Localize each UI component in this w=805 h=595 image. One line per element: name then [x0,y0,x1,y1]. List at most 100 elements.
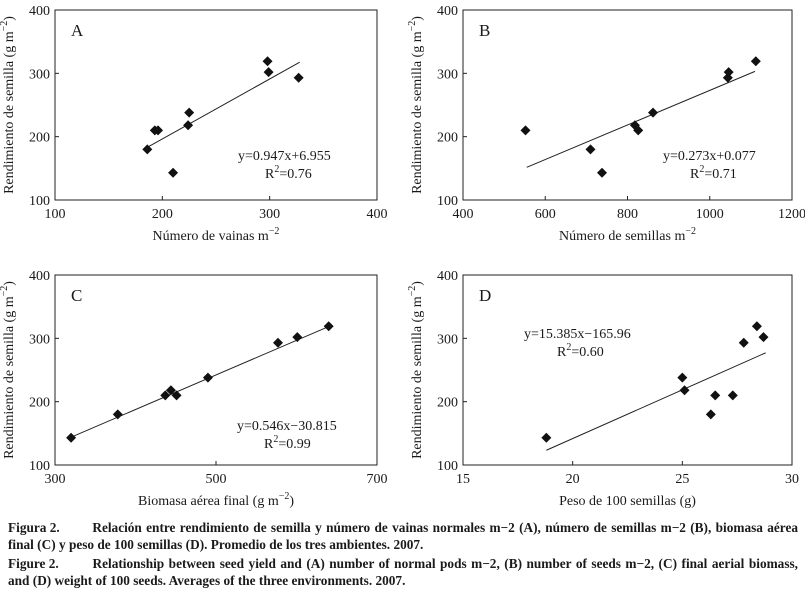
x-tick-label: 800 [617,207,638,222]
x-tick-label: 500 [206,472,227,487]
data-point [263,67,274,78]
trendline-d [546,352,766,451]
x-tick-label: 600 [535,207,556,222]
data-point [705,409,716,420]
x-tick-label: 100 [45,207,66,222]
x-tick-label: 1000 [696,207,724,222]
regression-equation: y=0.947x+6.955 [238,149,331,164]
data-point [585,144,596,155]
y-tick-label: 100 [437,194,458,209]
plot-frame-d [462,274,793,466]
data-point [597,167,608,178]
data-point [292,332,303,343]
regression-equation: y=15.385x−165.96 [524,327,631,342]
y-tick-label: 100 [29,194,50,209]
data-point [66,432,77,443]
trendline-a [147,61,300,148]
data-point [171,390,182,401]
y-tick-label: 200 [29,131,50,146]
data-point [272,337,283,348]
trendline-c [70,326,329,438]
y-tick-label: 400 [29,269,50,284]
panel-letter-c: C [71,286,82,305]
y-tick-label: 300 [437,332,458,347]
data-point [153,125,164,136]
data-point [727,390,738,401]
data-point [183,120,194,131]
x-tick-label: 400 [367,207,388,222]
data-point [647,107,658,118]
y-axis-label: Rendimiento de semilla (g m−2) [0,16,17,194]
data-point [723,67,734,78]
caption-english-text: Relationship between seed yield and (A) … [8,556,798,588]
caption-spanish: Figura 2. Relación entre rendimiento de … [8,519,798,553]
x-axis-label: Peso de 100 semillas (g) [559,494,696,509]
r-squared-label: R2=0.60 [557,342,604,360]
data-point [520,125,531,136]
data-point [165,385,176,396]
r-squared-label: R2=0.76 [265,164,312,182]
y-tick-label: 400 [437,269,458,284]
data-point [184,107,195,118]
panel-letter-d: D [479,286,491,305]
y-tick-label: 300 [29,67,50,82]
regression-equation: y=0.546x−30.815 [237,419,337,434]
data-point [633,125,644,136]
plot-frame-a [54,9,378,201]
data-point [751,321,762,332]
y-axis-label: Rendimiento de semilla (g m−2) [407,281,425,459]
caption-spanish-text: Relación entre rendimiento de semilla y … [8,520,799,552]
y-tick-label: 200 [437,131,458,146]
data-point [112,409,123,420]
y-tick-label: 200 [437,396,458,411]
y-tick-label: 300 [29,332,50,347]
data-point [262,56,273,67]
regression-equation: y=0.273x+0.077 [663,149,756,164]
x-tick-label: 15 [456,472,470,487]
y-axis-label: Rendimiento de semilla (g m−2) [0,281,17,459]
y-axis-label: Rendimiento de semilla (g m−2) [407,16,425,194]
x-tick-label: 300 [259,207,280,222]
x-axis-label: Biomasa aérea final (g m−2) [138,491,294,509]
x-tick-label: 20 [566,472,580,487]
data-point [323,321,334,332]
x-tick-label: 25 [675,472,689,487]
y-tick-label: 100 [437,459,458,474]
data-point [679,385,690,396]
trendline-b [526,70,756,168]
x-axis-label: Número de semillas m−2 [559,226,696,244]
panel-letter-a: A [71,21,84,40]
y-tick-label: 100 [29,459,50,474]
data-point [677,372,688,383]
caption-english-label: Figure 2. [8,556,59,571]
y-tick-label: 400 [29,4,50,19]
x-tick-label: 300 [45,472,66,487]
data-point [160,390,171,401]
data-point [710,390,721,401]
caption-english: Figure 2. Relationship between seed yiel… [8,555,798,589]
r-squared-label: R2=0.99 [264,434,311,452]
y-tick-label: 400 [437,4,458,19]
data-point [202,372,213,383]
x-tick-label: 200 [152,207,173,222]
panel-a: 100 200 300 400 100 200 300 400 A Número de vaina… [0,4,388,244]
y-tick-label: 300 [437,67,458,82]
x-tick-label: 30 [785,472,799,487]
y-tick-label: 200 [29,396,50,411]
data-point [541,432,552,443]
panel-letter-b: B [479,21,490,40]
data-point [142,144,153,155]
x-axis-label: Número de vainas m−2 [153,226,280,244]
data-point [758,332,769,343]
data-point [168,167,179,178]
caption-spanish-label: Figura 2. [8,520,60,535]
x-tick-label: 700 [367,472,388,487]
plot-frame-b [462,9,793,201]
panel-c: 100 200 300 400 300 500 700 C Biomasa aérea fina… [0,269,388,509]
plot-frame-c [54,274,378,466]
x-tick-label: 400 [453,207,474,222]
x-tick-label: 1200 [778,207,805,222]
panel-b: 100 200 300 400 400 600 800 1000 1200 B Número de … [407,4,805,244]
data-point [750,56,761,67]
